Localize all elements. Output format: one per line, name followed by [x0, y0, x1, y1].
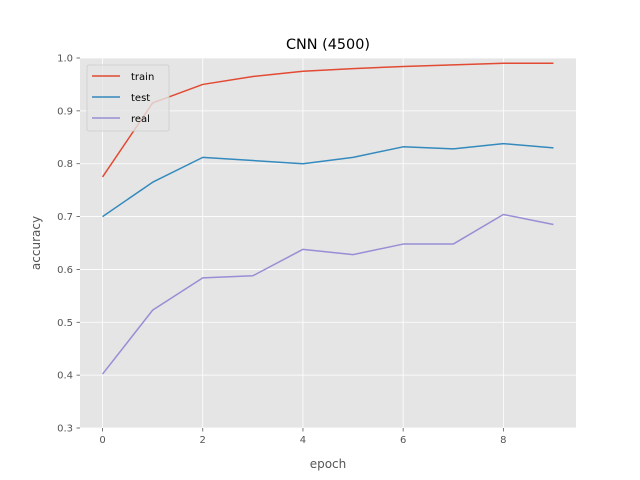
legend-box	[86, 64, 170, 132]
legend: train test real	[86, 64, 170, 132]
series-line-test	[102, 142, 554, 218]
grid-lines	[80, 57, 576, 429]
y-tick-label: 0.7	[57, 212, 73, 223]
x-axis-label: epoch	[310, 457, 347, 471]
y-tick-label: 0.5	[57, 318, 73, 329]
x-tick-label: 6	[400, 435, 406, 446]
series-line-real	[101, 213, 554, 375]
y-tick-label: 0.3	[57, 424, 73, 435]
x-tick-label: 0	[99, 435, 105, 446]
x-tick-label: 4	[300, 435, 306, 446]
y-axis-ticks: 0.3 0.4 0.5 0.6 0.7 0.8 0.9 1.0	[57, 54, 80, 435]
y-tick-label: 1.0	[57, 54, 73, 65]
x-axis-ticks: 0 2 4 6 8	[99, 428, 507, 446]
series-lines	[101, 62, 554, 375]
y-tick-label: 0.6	[57, 265, 73, 276]
x-tick-label: 8	[500, 435, 506, 446]
legend-label-test: test	[131, 93, 150, 104]
y-tick-label: 0.8	[57, 159, 73, 170]
series-line-train	[101, 62, 554, 178]
y-tick-label: 0.9	[57, 106, 73, 117]
legend-label-real: real	[131, 114, 150, 125]
y-axis-label: accuracy	[29, 216, 43, 270]
x-tick-label: 2	[200, 435, 206, 446]
chart-title: CNN (4500)	[286, 37, 370, 53]
y-tick-label: 0.4	[57, 371, 73, 382]
legend-label-train: train	[131, 72, 154, 83]
